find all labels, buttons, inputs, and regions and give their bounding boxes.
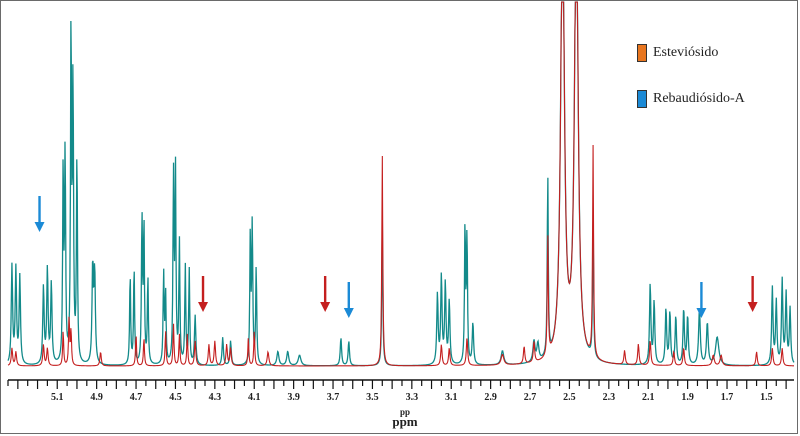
- x-tick-label: 4.3: [209, 392, 222, 403]
- annotation-arrow-1: [34, 196, 45, 232]
- x-tick-label: 3.7: [327, 392, 340, 403]
- x-tick-label: 4.9: [90, 392, 103, 403]
- x-tick-label: 4.7: [130, 392, 143, 403]
- legend-item-rebaudiosido-a: Rebaudiósido-A: [637, 90, 745, 108]
- annotation-arrow-4: [343, 282, 354, 318]
- x-tick-label: 1.7: [721, 392, 734, 403]
- annotation-arrow-3: [320, 276, 331, 312]
- legend-swatch-rebaudiosido-a: [637, 90, 647, 108]
- legend-label-rebaudiosido-a: Rebaudiósido-A: [653, 91, 745, 106]
- arrow-layer: [34, 196, 758, 318]
- x-tick-label: 4.5: [169, 392, 182, 403]
- series-layer: [7, 1, 795, 367]
- annotation-arrow-2: [198, 276, 209, 312]
- x-tick-label: 1.9: [681, 392, 694, 403]
- x-axis-title: ppm: [392, 414, 417, 429]
- x-tick-label: 3.5: [366, 392, 379, 403]
- x-tick-label: 3.3: [406, 392, 419, 403]
- annotation-arrow-5: [696, 282, 707, 318]
- x-tick-label: 3.1: [445, 392, 458, 403]
- x-tick-label: 1.5: [760, 392, 773, 403]
- x-tick-label: 4.1: [248, 392, 261, 403]
- x-tick-label: 2.7: [524, 392, 537, 403]
- x-axis: 5.1 4.9 4.7 4.5 4.3 4.1 3.9 3.7 3.5 3.3 3.1 2.9 2.7 2…: [7, 379, 794, 403]
- x-tick-label: 2.3: [603, 392, 616, 403]
- legend-label-esteviosido: Esteviósido: [653, 45, 719, 60]
- x-tick-label: 2.5: [563, 392, 576, 403]
- annotation-arrow-6: [747, 276, 758, 312]
- legend-item-esteviosido: Esteviósido: [637, 44, 718, 62]
- x-tick-label: 5.1: [51, 392, 64, 403]
- legend-swatch-esteviosido: [637, 44, 647, 62]
- x-tick-label: 2.1: [642, 392, 655, 403]
- x-tick-label: 3.9: [287, 392, 300, 403]
- x-tick-label: 2.9: [484, 392, 497, 403]
- x-axis-subtitle: pp: [400, 407, 410, 417]
- series-line-2: [7, 1, 794, 367]
